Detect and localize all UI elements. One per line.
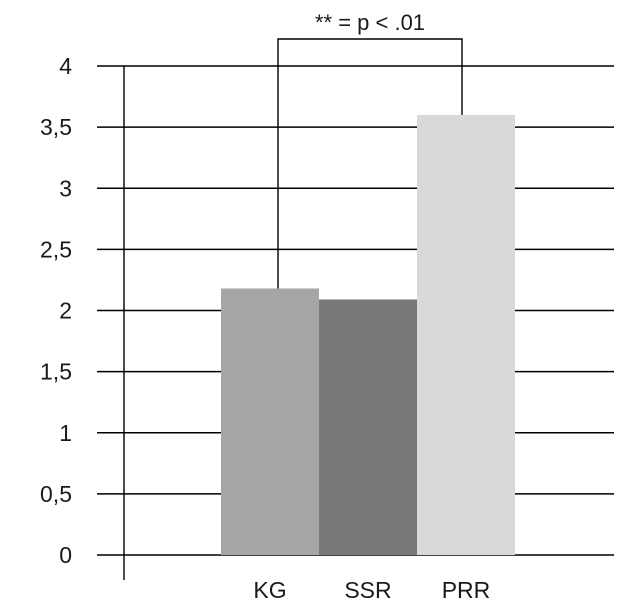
bars bbox=[221, 114, 515, 556]
significance-label: ** = p < .01 bbox=[315, 10, 425, 35]
y-tick-label: 0,5 bbox=[40, 481, 72, 507]
y-tick-label: 3,5 bbox=[40, 114, 72, 140]
y-tick-label: 4 bbox=[59, 53, 72, 79]
x-category-label: PRR bbox=[442, 577, 491, 603]
y-tick-label: 3 bbox=[59, 175, 72, 201]
bar-prr bbox=[417, 114, 515, 556]
y-tick-label: 2,5 bbox=[40, 236, 72, 262]
bar-ssr bbox=[319, 299, 417, 555]
y-tick-label: 1 bbox=[59, 420, 72, 446]
x-category-labels: KG SSR PRR bbox=[253, 577, 490, 603]
significance-bracket bbox=[277, 38, 463, 289]
y-tick-label: 2 bbox=[59, 298, 72, 324]
y-tick-label: 1,5 bbox=[40, 359, 72, 385]
x-category-label: SSR bbox=[344, 577, 391, 603]
bar-kg bbox=[221, 288, 319, 555]
x-category-label: KG bbox=[253, 577, 286, 603]
significance-annotation: ** = p < .01 bbox=[277, 10, 463, 289]
y-tick-label: 0 bbox=[59, 542, 72, 568]
y-tick-labels: 0 0,5 1 1,5 2 2,5 3 3,5 4 bbox=[40, 53, 72, 568]
